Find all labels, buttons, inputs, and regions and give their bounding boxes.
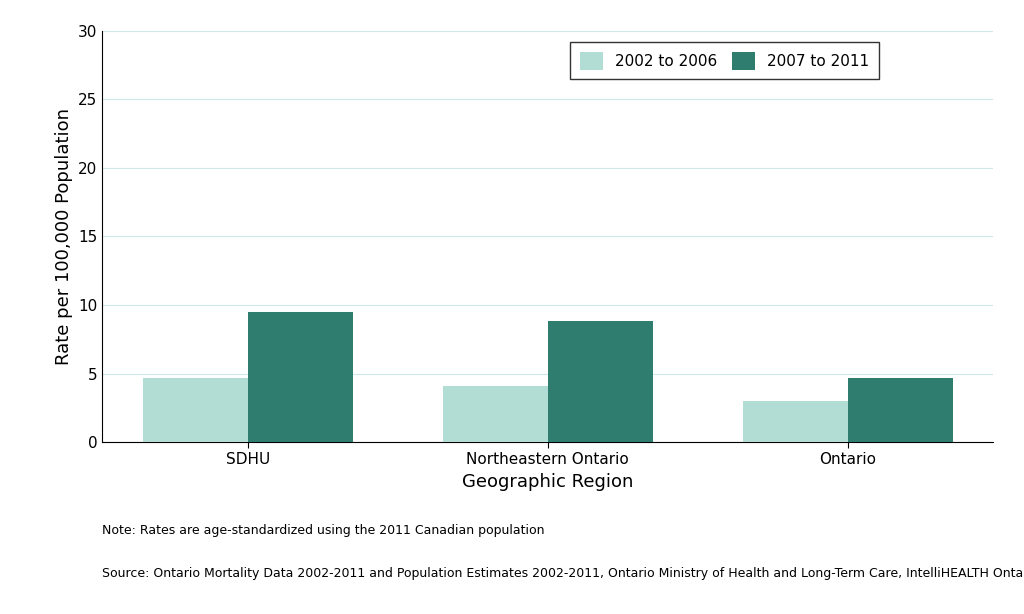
Y-axis label: Rate per 100,000 Population: Rate per 100,000 Population <box>54 108 73 365</box>
Bar <box>742 401 848 442</box>
Bar <box>848 378 952 442</box>
Bar <box>548 321 653 442</box>
Text: Source: Ontario Mortality Data 2002-2011 and Population Estimates 2002-2011, Ont: Source: Ontario Mortality Data 2002-2011… <box>102 567 1024 580</box>
Legend: 2002 to 2006, 2007 to 2011: 2002 to 2006, 2007 to 2011 <box>570 42 879 79</box>
Bar <box>248 312 353 442</box>
Bar <box>442 386 548 442</box>
X-axis label: Geographic Region: Geographic Region <box>462 473 634 491</box>
Text: Note: Rates are age-standardized using the 2011 Canadian population: Note: Rates are age-standardized using t… <box>102 524 545 537</box>
Bar <box>143 378 248 442</box>
